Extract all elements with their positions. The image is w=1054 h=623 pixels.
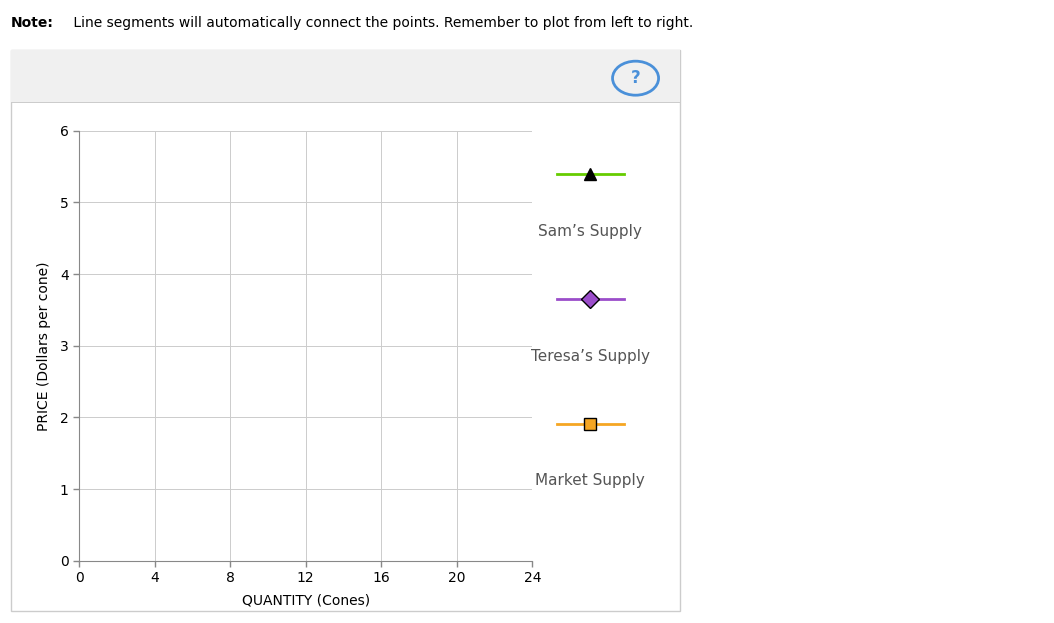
Y-axis label: PRICE (Dollars per cone): PRICE (Dollars per cone) (38, 261, 52, 430)
Text: Market Supply: Market Supply (535, 473, 645, 488)
Text: Sam’s Supply: Sam’s Supply (539, 224, 642, 239)
Text: Teresa’s Supply: Teresa’s Supply (531, 349, 649, 364)
Text: ?: ? (630, 69, 641, 87)
Text: Line segments will automatically connect the points. Remember to plot from left : Line segments will automatically connect… (69, 16, 692, 29)
X-axis label: QUANTITY (Cones): QUANTITY (Cones) (241, 594, 370, 607)
Text: Note:: Note: (11, 16, 54, 29)
